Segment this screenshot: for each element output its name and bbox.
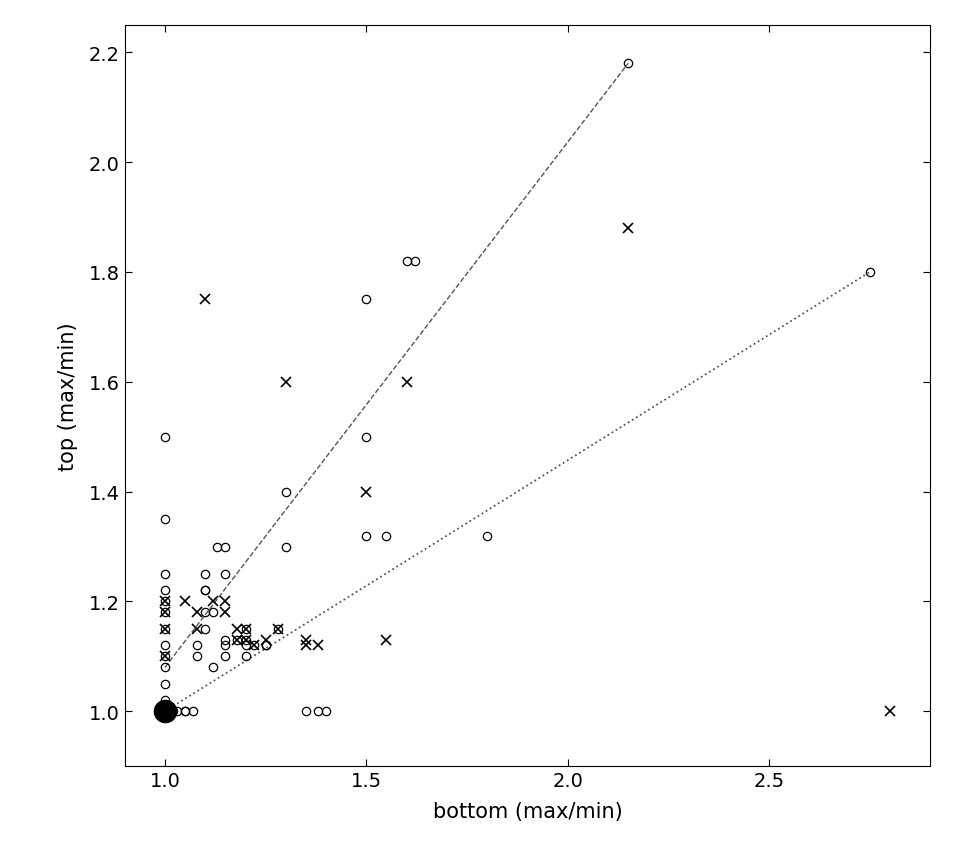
Y-axis label: top (max/min): top (max/min) [58,322,78,470]
X-axis label: bottom (max/min): bottom (max/min) [433,802,622,821]
